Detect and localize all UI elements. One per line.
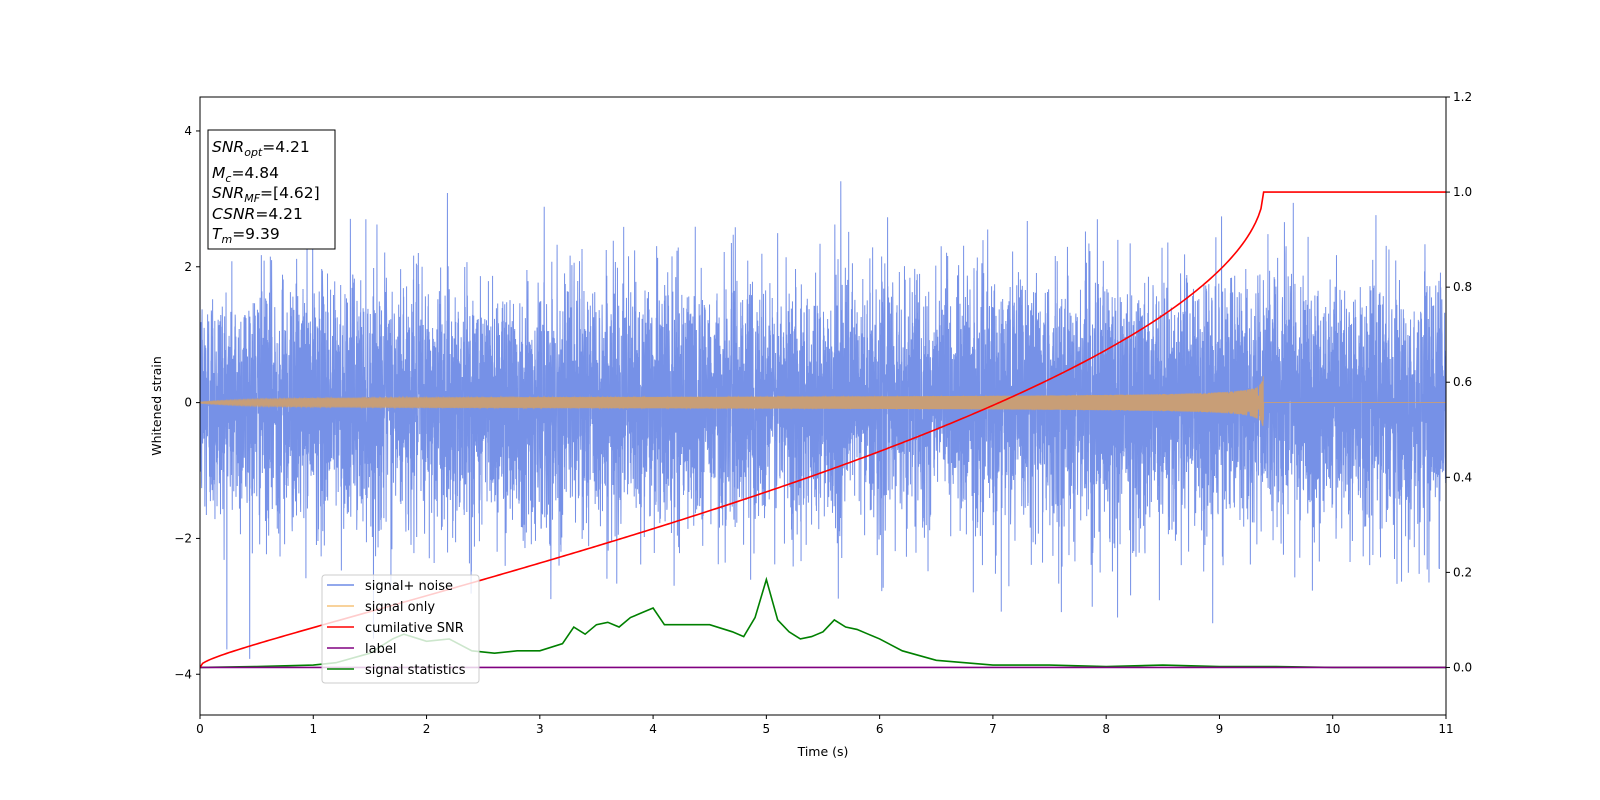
x-tick-label: 11	[1438, 722, 1453, 736]
y-tick-label: −2	[174, 531, 192, 545]
y2-tick-label: 0.2	[1453, 565, 1472, 579]
y-axis-right: 1.2 1.0 0.8 0.6 0.4 0.2 0.0	[1446, 90, 1472, 674]
annotation-snr-opt: SNRopt=4.21	[212, 138, 310, 159]
legend-label: label	[365, 642, 396, 657]
y-tick-label: 0	[184, 396, 192, 410]
y2-tick-label: 0.4	[1453, 470, 1472, 484]
x-tick-label: 1	[309, 722, 317, 736]
annotation-box-frame	[207, 129, 336, 250]
x-tick-label: 2	[423, 722, 431, 736]
y2-tick-label: 1.0	[1453, 185, 1472, 199]
x-tick-label: 8	[1102, 722, 1110, 736]
y-tick-label: 4	[184, 124, 192, 138]
legend-label: signal only	[365, 600, 435, 615]
y-axis-label: Whitened strain	[149, 356, 164, 455]
x-tick-label: 10	[1325, 722, 1340, 736]
legend-frame	[321, 574, 480, 684]
y-tick-label: 2	[184, 260, 192, 274]
legend-label: cumilative SNR	[365, 621, 464, 636]
x-axis: 0 1 2 3 4 5 6 7 8 9 10 11	[196, 715, 1454, 736]
y2-tick-label: 0.6	[1453, 375, 1472, 389]
y2-tick-label: 1.2	[1453, 90, 1472, 104]
x-tick-label: 6	[876, 722, 884, 736]
annotation-csnr: CSNR=4.21	[212, 205, 303, 223]
legend-label: signal+ noise	[365, 579, 453, 594]
annotation-box: SNRopt=4.21 Mc=4.84 SNRMF=[4.62] CSNR=4.…	[207, 129, 336, 250]
plot-frame	[199, 96, 1447, 716]
y-tick-label: −4	[174, 667, 192, 681]
legend-label: signal statistics	[365, 663, 466, 678]
y2-tick-label: 0.0	[1453, 660, 1472, 674]
annotation-tm: Tm=9.39	[212, 225, 280, 246]
x-axis-label: Time (s)	[797, 744, 849, 759]
x-tick-label: 5	[763, 722, 771, 736]
x-tick-label: 4	[649, 722, 657, 736]
x-tick-label: 9	[1216, 722, 1224, 736]
y2-tick-label: 0.8	[1453, 280, 1472, 294]
y-axis-left: 4 2 0 −2 −4	[174, 124, 200, 681]
x-tick-label: 0	[196, 722, 204, 736]
annotation-mc: Mc=4.84	[212, 164, 279, 185]
legend: signal+ noise signal only cumilative SNR la…	[321, 574, 480, 684]
annotation-snr-mf: SNRMF=[4.62]	[212, 184, 320, 205]
x-tick-label: 3	[536, 722, 544, 736]
series-line-signal-only	[200, 376, 1446, 427]
x-tick-label: 7	[989, 722, 997, 736]
